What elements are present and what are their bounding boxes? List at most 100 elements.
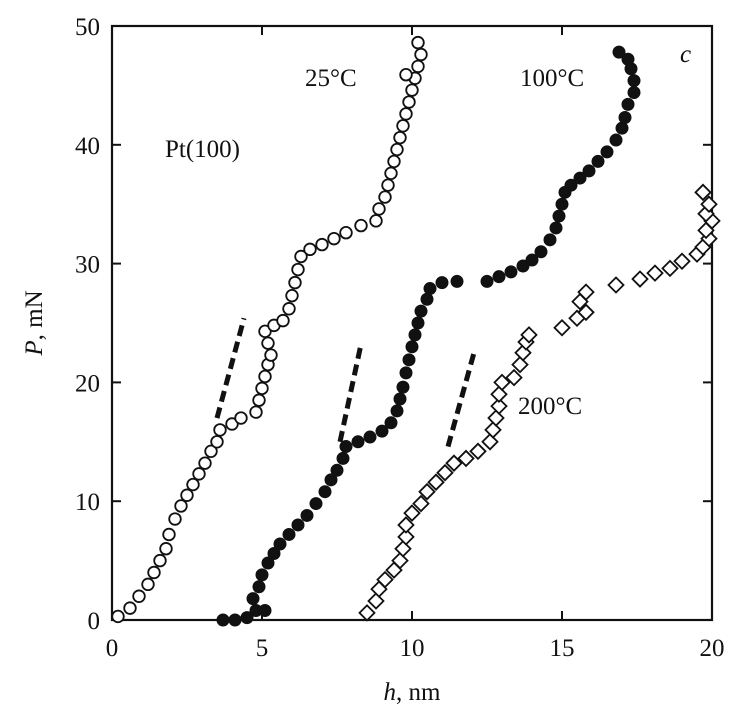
ticks: 0 5 10 15 20 0 10 20 30 40 50 xyxy=(75,14,725,662)
data-point-open-circle xyxy=(402,95,416,109)
data-point-open-circle xyxy=(414,47,428,62)
data-point-filled-circle xyxy=(414,304,428,318)
data-point-diamond xyxy=(487,409,505,427)
data-point-open-circle xyxy=(282,302,296,316)
data-point-open-circle xyxy=(396,119,410,133)
y-tick-label: 30 xyxy=(75,252,100,279)
data-point-filled-circle xyxy=(609,133,623,147)
data-point-open-circle xyxy=(369,214,383,228)
data-point-filled-circle xyxy=(525,253,539,267)
panel-label: c xyxy=(680,41,691,68)
data-points xyxy=(111,35,721,627)
data-point-diamond xyxy=(577,303,595,322)
data-point-open-circle xyxy=(405,83,419,97)
data-point-filled-circle xyxy=(492,270,506,284)
data-point-filled-circle xyxy=(621,97,635,111)
data-point-diamond xyxy=(391,551,409,570)
data-point-filled-circle xyxy=(450,274,464,288)
dashed-guide-line xyxy=(445,348,478,448)
data-point-filled-circle xyxy=(564,178,578,192)
data-point-open-circle xyxy=(168,512,182,526)
data-point-filled-circle xyxy=(549,221,563,235)
data-point-open-circle xyxy=(192,467,206,481)
data-point-open-circle xyxy=(147,565,161,580)
data-point-filled-circle xyxy=(582,164,596,178)
data-point-diamond xyxy=(646,264,664,282)
data-point-filled-circle xyxy=(516,259,530,273)
data-point-filled-circle xyxy=(261,556,275,570)
data-point-open-circle xyxy=(255,381,269,396)
data-point-open-circle xyxy=(390,142,404,157)
data-point-diamond xyxy=(403,504,421,522)
data-point-filled-circle xyxy=(420,292,434,306)
dashed-lines xyxy=(214,317,478,448)
data-point-filled-circle xyxy=(339,440,353,454)
data-point-open-circle xyxy=(204,444,218,459)
data-point-open-circle xyxy=(378,190,392,204)
data-point-open-circle xyxy=(276,313,290,328)
data-point-open-circle xyxy=(162,527,176,542)
data-point-open-circle xyxy=(225,417,239,431)
data-point-filled-circle xyxy=(573,171,587,185)
data-point-open-circle xyxy=(372,202,386,216)
data-point-diamond xyxy=(490,397,508,415)
data-point-open-circle xyxy=(288,275,302,290)
data-point-diamond xyxy=(511,355,529,374)
data-point-open-circle xyxy=(153,553,167,568)
y-axis-title: P, mN xyxy=(21,290,48,356)
data-point-filled-circle xyxy=(627,86,641,100)
data-point-open-circle xyxy=(174,499,188,513)
data-point-open-circle xyxy=(387,154,401,169)
data-point-diamond xyxy=(694,183,712,202)
data-point-diamond xyxy=(607,276,625,294)
data-point-diamond xyxy=(358,604,376,622)
data-point-filled-circle xyxy=(600,145,614,159)
data-point-diamond xyxy=(412,494,430,513)
data-point-filled-circle xyxy=(402,353,416,367)
data-point-filled-circle xyxy=(240,611,254,625)
x-tick-label: 10 xyxy=(400,635,425,662)
data-point-open-circle xyxy=(384,166,398,181)
data-point-open-circle xyxy=(354,218,368,233)
x-tick-label: 20 xyxy=(700,635,725,662)
x-tick-label: 0 xyxy=(106,635,119,662)
data-point-open-circle xyxy=(141,577,155,592)
data-point-open-circle xyxy=(186,477,200,492)
data-point-filled-circle xyxy=(543,233,557,247)
data-point-filled-circle xyxy=(555,197,569,211)
y-tick-label: 0 xyxy=(88,608,101,635)
data-point-filled-circle xyxy=(282,527,296,541)
data-point-filled-circle xyxy=(258,603,272,617)
data-point-diamond xyxy=(493,373,511,392)
data-point-diamond xyxy=(445,454,463,472)
data-point-diamond xyxy=(673,252,691,270)
data-point-filled-circle xyxy=(393,392,407,406)
data-point-open-circle xyxy=(123,601,137,615)
annotation-material: Pt(100) xyxy=(165,136,240,163)
data-point-open-circle xyxy=(393,130,407,145)
data-point-filled-circle xyxy=(330,463,344,477)
data-point-open-circle xyxy=(198,456,212,470)
data-point-filled-circle xyxy=(273,537,287,551)
data-point-filled-circle xyxy=(336,451,350,465)
data-point-diamond xyxy=(505,368,523,387)
data-point-diamond xyxy=(661,259,679,278)
data-point-filled-circle xyxy=(423,282,437,296)
data-point-filled-circle xyxy=(300,508,314,522)
data-point-filled-circle xyxy=(363,430,377,444)
data-point-filled-circle xyxy=(375,424,389,438)
data-point-open-circle xyxy=(258,324,272,339)
data-point-filled-circle xyxy=(408,328,422,342)
x-tick-label: 15 xyxy=(550,635,575,662)
data-point-open-circle xyxy=(249,405,263,419)
data-point-diamond xyxy=(520,326,538,344)
data-point-open-circle xyxy=(381,178,395,192)
data-point-filled-circle xyxy=(591,154,605,168)
data-point-filled-circle xyxy=(228,613,242,627)
data-point-open-circle xyxy=(252,393,266,407)
data-point-diamond xyxy=(490,385,508,404)
data-point-open-circle xyxy=(339,226,353,240)
data-point-open-circle xyxy=(327,231,341,246)
annotation-100c: 100°C xyxy=(520,65,584,92)
data-point-filled-circle xyxy=(405,340,419,354)
